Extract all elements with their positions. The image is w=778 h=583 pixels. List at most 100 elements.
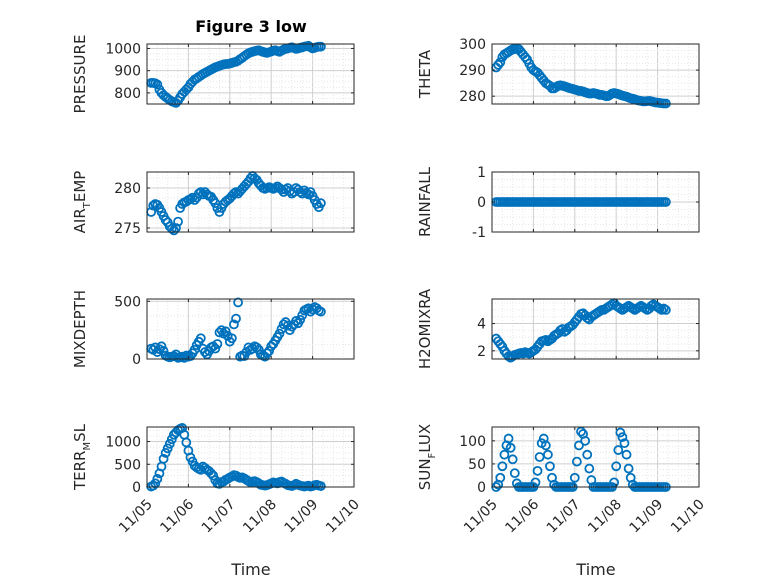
h2omixra-data-point	[660, 305, 671, 315]
terr_msl-data-point	[162, 443, 173, 454]
terr_msl-data-point	[206, 468, 217, 479]
mixdepth-data-point	[195, 333, 206, 344]
rainfall-subplot: -1 0 1 RAINFALL	[416, 165, 700, 241]
pressure-y-tick-label: 900	[114, 64, 141, 80]
mixdepth-y-axis-label: MIXDEPTH	[71, 290, 89, 368]
terr-msl-subplot: 0 500 1000 TERRMSL	[71, 423, 355, 496]
mixdepth-data-point	[229, 319, 239, 330]
mixdepth-data-point	[315, 306, 326, 317]
theta-y-tick-label: 290	[459, 63, 486, 79]
theta-axes-frame	[491, 43, 700, 105]
theta-data-point	[495, 57, 506, 68]
sun_flux-data-point	[613, 445, 624, 455]
x-axis-label-right: Time	[575, 560, 615, 579]
terr_msl-axes-frame	[146, 426, 355, 488]
h2omixra-y-axis-label: H2OMIXRA	[416, 288, 434, 369]
sun_flux-y-tick-label: 100	[459, 434, 486, 450]
sun-flux-subplot: 0 50 100 SUNFLUX	[416, 424, 700, 496]
sun_flux-data-point	[574, 440, 584, 451]
air_temp-y-tick-label: 275	[114, 221, 141, 237]
mixdepth-data-point	[264, 346, 275, 356]
sun_flux-data-point	[615, 427, 626, 438]
terr_msl-y-axis-label: TERRMSL	[71, 423, 93, 491]
theta-data-point	[493, 59, 504, 70]
pressure-data-point	[315, 41, 326, 52]
terr_msl-y-tick-label: 1000	[105, 435, 141, 451]
x-axis-label-left: Time	[230, 560, 270, 579]
sun_flux-data-point	[542, 449, 553, 460]
air_temp-data-point	[197, 189, 208, 200]
air_temp-data-point	[245, 173, 256, 184]
sun_flux-axes-frame	[491, 426, 700, 488]
air_temp-axes-frame	[146, 171, 355, 233]
air_temp-data-point	[173, 216, 183, 227]
sun_flux-data-point	[532, 465, 543, 476]
sun_flux-data-point	[584, 463, 595, 474]
air_temp-y-axis-label: AIRTEMP	[71, 171, 93, 234]
pressure-y-tick-label: 1000	[105, 41, 141, 57]
terr_msl-data-point	[315, 481, 326, 491]
air_temp-data-point	[169, 225, 179, 236]
mixdepth-data-point	[200, 347, 210, 357]
pressure-data-point	[152, 79, 163, 90]
sun_flux-data-point	[619, 438, 630, 449]
air_temp-data-point	[166, 223, 177, 234]
mixdepth-data-point	[231, 313, 241, 324]
terr_msl-data-point	[208, 470, 219, 481]
h2omixra-subplot: 2 4 H2OMIXRA	[416, 288, 700, 369]
air-temp-subplot: 275 280 AIRTEMP	[71, 171, 355, 237]
mixdepth-data-point	[214, 327, 225, 338]
mixdepth-data-point	[233, 297, 243, 308]
sun_flux-data-point	[545, 461, 555, 472]
terr_msl-y-tick-label: 500	[114, 457, 141, 473]
mixdepth-y-tick-label: 500	[114, 294, 141, 310]
mixdepth-data-point	[247, 343, 258, 354]
air_temp-data-point	[229, 188, 239, 199]
air_temp-data-point	[185, 194, 196, 205]
sun_flux-data-point	[611, 461, 622, 472]
sun_flux-data-point	[576, 426, 586, 437]
air_temp-y-tick-label: 280	[114, 181, 141, 197]
air_temp-data-point	[195, 187, 206, 197]
rainfall-data-point	[660, 197, 671, 207]
rainfall-y-tick-label: 0	[477, 195, 486, 211]
pressure-subplot: 800 900 1000 PRESSURE	[71, 35, 355, 113]
sun_flux-data-point	[499, 449, 510, 460]
sun_flux-y-tick-label: 0	[477, 480, 486, 496]
sun_flux-data-point	[503, 433, 514, 444]
sun_flux-data-point	[495, 472, 506, 483]
mixdepth-data-point	[282, 320, 293, 331]
terr_msl-data-point	[152, 473, 163, 484]
mixdepth-data-point	[226, 333, 237, 344]
sun_flux-data-point	[569, 472, 580, 483]
mixdepth-data-point	[156, 341, 167, 352]
rainfall-y-axis-label: RAINFALL	[416, 166, 434, 237]
sun_flux-y-axis-label: SUNFLUX	[416, 424, 438, 490]
rainfall-y-tick-label: 1	[477, 165, 486, 181]
sun_flux-data-point	[507, 454, 518, 465]
sun_flux-data-point	[509, 468, 520, 479]
terr_msl-data-point	[164, 438, 175, 449]
theta-subplot: 280 290 300 THETA	[416, 37, 700, 109]
terr_msl-y-tick-label: 0	[132, 480, 141, 496]
theta-y-tick-label: 300	[459, 37, 486, 53]
air_temp-data-point	[315, 198, 326, 209]
mixdepth-data-point	[295, 314, 306, 325]
mixdepth-data-point	[212, 339, 223, 349]
sun_flux-data-point	[540, 440, 551, 451]
mixdepth-axes-frame	[146, 298, 355, 360]
mixdepth-data-point	[251, 342, 262, 353]
sun_flux-data-point	[530, 477, 541, 488]
air_temp-data-point	[148, 200, 159, 211]
sun_flux-data-point	[505, 442, 516, 453]
pressure-y-tick-label: 800	[114, 86, 141, 102]
terr_msl-data-point	[148, 480, 159, 491]
mixdepth-data-point	[210, 343, 221, 354]
mixdepth-data-point	[262, 348, 272, 359]
sun_flux-data-point	[571, 456, 582, 467]
sun_flux-data-point	[621, 449, 632, 460]
sun_flux-data-point	[623, 463, 634, 474]
air_temp-data-point	[270, 183, 281, 193]
sun_flux-data-point	[609, 477, 620, 488]
